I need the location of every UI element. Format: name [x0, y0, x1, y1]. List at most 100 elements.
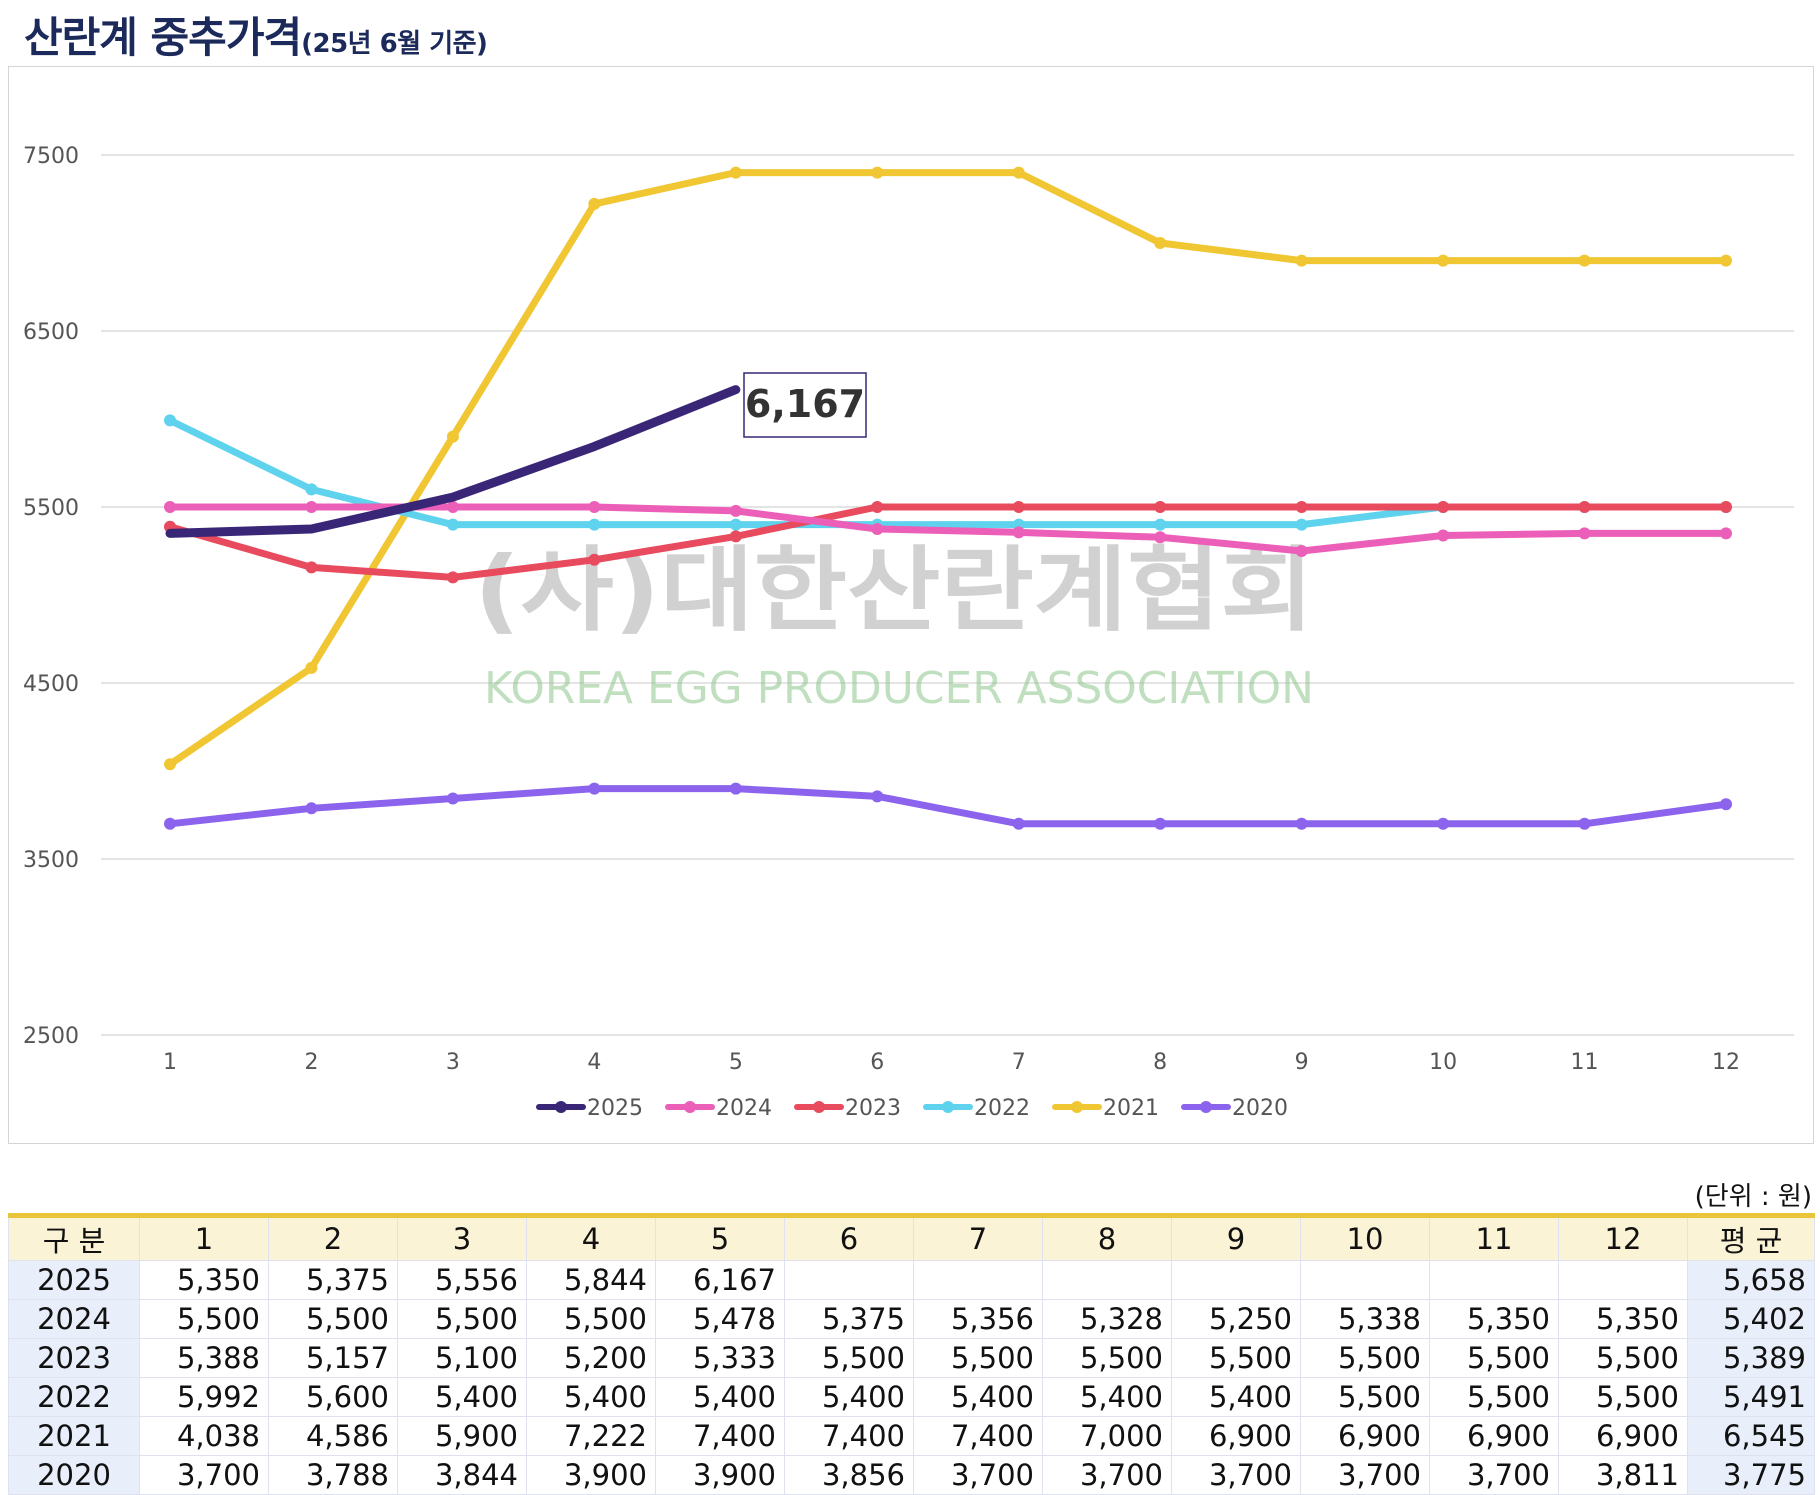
- data-point: [871, 523, 884, 535]
- table-header-cell: 8: [1042, 1215, 1172, 1261]
- x-tick-label: 5: [729, 1050, 743, 1075]
- data-point: [588, 553, 601, 566]
- table-header-cell: 2: [268, 1215, 398, 1261]
- data-point: [1295, 817, 1308, 830]
- table-cell: 3,900: [526, 1455, 656, 1495]
- table-row: 2020 3,700 3,788 3,844 3,900 3,900 3,856 3,700 3…: [8, 1455, 1815, 1495]
- data-point: [1295, 254, 1308, 267]
- data-point: [729, 782, 742, 795]
- table-cell: 7,222: [526, 1416, 656, 1456]
- data-point: [446, 430, 459, 443]
- series-lines: [164, 166, 1732, 830]
- table-cell: [784, 1260, 914, 1300]
- legend-label: 2021: [1103, 1096, 1159, 1121]
- table-cell: [1429, 1260, 1559, 1300]
- table-cell: 5,500: [1558, 1338, 1688, 1378]
- table-cell: 5,400: [397, 1377, 527, 1417]
- table-cell: 5,328: [1042, 1299, 1172, 1339]
- table-year-cell: 2023: [8, 1338, 140, 1378]
- legend-item-2025: 2025: [536, 1096, 643, 1121]
- table-header-cell: 4: [526, 1215, 656, 1261]
- data-point: [1154, 501, 1167, 513]
- series-line-2021: [166, 169, 1730, 768]
- legend-item-2021: 2021: [1052, 1096, 1159, 1121]
- y-axis-ticks: 2500 3500 4500 5500 6500 7500: [23, 144, 79, 1049]
- data-point: [1578, 254, 1591, 267]
- table-row: 2025 5,350 5,375 5,556 5,844 6,167 5,658: [8, 1260, 1815, 1300]
- data-point: [1437, 254, 1450, 267]
- data-point: [1012, 166, 1025, 179]
- table-cell: 5,157: [268, 1338, 398, 1378]
- data-point: [1437, 817, 1450, 830]
- table-header-cell: 10: [1300, 1215, 1430, 1261]
- table-cell: 5,500: [139, 1299, 269, 1339]
- legend-marker: [813, 1101, 825, 1113]
- data-point: [1720, 254, 1732, 267]
- table-cell: 5,350: [139, 1260, 269, 1300]
- data-point: [729, 518, 742, 531]
- data-point: [588, 518, 601, 531]
- data-point: [1295, 518, 1308, 531]
- data-point: [1012, 501, 1025, 513]
- table-cell: 5,400: [655, 1377, 785, 1417]
- data-point: [588, 782, 601, 795]
- data-point: [164, 817, 176, 830]
- table-cell: 6,900: [1429, 1416, 1559, 1456]
- data-point: [305, 483, 318, 496]
- table-cell: 5,600: [268, 1377, 398, 1417]
- table-cell: 5,500: [784, 1338, 914, 1378]
- table-cell: 5,500: [1558, 1377, 1688, 1417]
- table-cell: 7,400: [655, 1416, 785, 1456]
- table-cell: 5,375: [268, 1260, 398, 1300]
- legend-marker: [684, 1101, 696, 1113]
- table-header-cell: 3: [397, 1215, 527, 1261]
- table-header-cell: 평 균: [1687, 1215, 1815, 1261]
- data-point: [1012, 526, 1025, 539]
- data-point: [446, 501, 459, 513]
- data-point: [446, 792, 459, 805]
- table-cell: 5,500: [526, 1299, 656, 1339]
- data-point: [588, 197, 601, 210]
- data-point: [164, 758, 176, 771]
- table-cell: 5,400: [1171, 1377, 1301, 1417]
- legend-item-2024: 2024: [665, 1096, 772, 1121]
- series-line-2020: [166, 785, 1730, 828]
- title-sub: (25년 6월 기준): [301, 29, 488, 59]
- table-cell: 5,500: [1300, 1377, 1430, 1417]
- data-point: [446, 518, 459, 531]
- table-cell: [1171, 1260, 1301, 1300]
- table-header-cell: 구 분: [8, 1215, 140, 1261]
- data-point: [305, 561, 318, 574]
- data-point: [1012, 817, 1025, 830]
- series-2021: [164, 166, 1732, 771]
- legend-label: 2024: [716, 1096, 772, 1121]
- table-row: 2021 4,038 4,586 5,900 7,222 7,400 7,400 7,400 7…: [8, 1416, 1815, 1456]
- table-cell: 5,333: [655, 1338, 785, 1378]
- callout-label: 6,167: [745, 382, 865, 426]
- table-cell: 3,700: [139, 1455, 269, 1495]
- data-point: [305, 802, 318, 815]
- series-2020: [164, 782, 1732, 830]
- table-cell: 3,856: [784, 1455, 914, 1495]
- watermark-english: KOREA EGG PRODUCER ASSOCIATION: [484, 663, 1314, 714]
- table-cell: 3,844: [397, 1455, 527, 1495]
- table-row: 2024 5,500 5,500 5,500 5,500 5,478 5,375 5,356 5…: [8, 1299, 1815, 1339]
- y-tick-label: 7500: [23, 144, 79, 169]
- table-cell: 7,400: [784, 1416, 914, 1456]
- table-cell: [1558, 1260, 1688, 1300]
- x-tick-label: 10: [1429, 1050, 1457, 1075]
- table-average-cell: 5,658: [1687, 1260, 1815, 1300]
- table-cell: 5,400: [526, 1377, 656, 1417]
- x-tick-label: 9: [1295, 1050, 1309, 1075]
- x-tick-label: 1: [163, 1050, 177, 1075]
- data-point: [164, 414, 176, 427]
- data-point: [1154, 817, 1167, 830]
- table-cell: 5,478: [655, 1299, 785, 1339]
- data-point: [1720, 527, 1732, 540]
- table-cell: 7,000: [1042, 1416, 1172, 1456]
- table-cell: 5,500: [397, 1299, 527, 1339]
- chart-frame: (사)대한산란계협회 KOREA EGG PRODUCER ASSOCIATIO…: [8, 66, 1814, 1144]
- table-cell: 5,500: [1429, 1338, 1559, 1378]
- table-cell: 5,100: [397, 1338, 527, 1378]
- watermark-korean: (사)대한산란계협회: [474, 537, 1314, 644]
